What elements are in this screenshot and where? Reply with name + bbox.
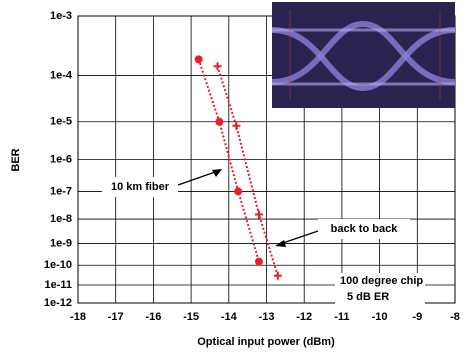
x-tick-label: -8 xyxy=(450,311,460,323)
arrow xyxy=(280,231,318,244)
x-tick-label: -14 xyxy=(221,311,238,323)
x-tick-label: -11 xyxy=(334,311,349,323)
y-tick-label: 1e-10 xyxy=(44,259,72,271)
data-point xyxy=(255,210,263,218)
eye-inset xyxy=(272,2,455,108)
x-tick-label: -18 xyxy=(70,311,86,323)
x-tick-label: -12 xyxy=(296,311,312,323)
y-tick-label: 1e-9 xyxy=(50,237,72,249)
y-tick-label: 1e-6 xyxy=(50,153,72,165)
data-point xyxy=(195,55,203,63)
x-axis-label: Optical input power (dBm) xyxy=(197,336,335,348)
arrow xyxy=(178,171,218,185)
y-tick-label: 1e-3 xyxy=(50,10,72,22)
data-point xyxy=(274,272,282,280)
data-point xyxy=(215,118,223,126)
y-tick-label: 1e-8 xyxy=(50,213,72,225)
y-axis-label: BER xyxy=(10,148,22,171)
series-line xyxy=(217,66,277,276)
data-point xyxy=(255,258,263,266)
y-tick-label: 1e-7 xyxy=(50,185,72,197)
x-tick-label: -16 xyxy=(145,311,161,323)
y-tick-label: 1e-12 xyxy=(44,297,72,309)
chart: 1e-3 1e-4 1e-5 1e-6 1e-7 1e-8 1e-9 1e-10 1e-11 1e… xyxy=(0,0,463,356)
data-point xyxy=(234,187,242,195)
annotation: 100 degree chip xyxy=(340,275,423,287)
x-tick-label: -9 xyxy=(412,311,422,323)
annotation: back to back xyxy=(331,223,399,235)
annotation: 5 dB ER xyxy=(347,291,389,303)
data-point xyxy=(232,122,240,130)
y-tick-label: 1e-11 xyxy=(44,279,72,291)
x-tick-label: -17 xyxy=(108,311,124,323)
y-tick-label: 1e-5 xyxy=(50,116,72,128)
x-tick-label: -10 xyxy=(372,311,388,323)
x-tick-label: -15 xyxy=(183,311,199,323)
annotation: 10 km fiber xyxy=(111,181,170,193)
data-point xyxy=(213,62,221,70)
y-tick-label: 1e-4 xyxy=(50,69,73,81)
x-tick-label: -13 xyxy=(259,311,275,323)
